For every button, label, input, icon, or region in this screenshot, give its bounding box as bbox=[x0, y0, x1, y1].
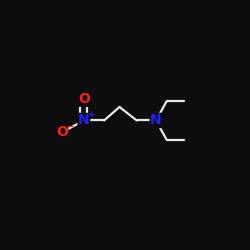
Text: O: O bbox=[78, 92, 90, 106]
Text: −: − bbox=[66, 122, 74, 131]
Text: N: N bbox=[150, 114, 162, 128]
Text: +: + bbox=[88, 110, 95, 119]
Text: N: N bbox=[78, 114, 90, 128]
Text: O: O bbox=[56, 126, 68, 140]
